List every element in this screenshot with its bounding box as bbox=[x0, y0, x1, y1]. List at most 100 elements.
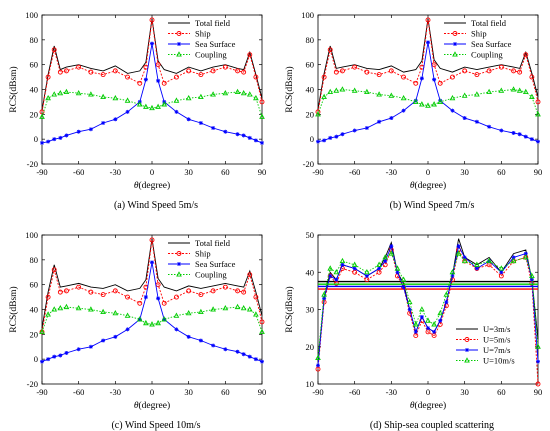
data-point bbox=[57, 89, 64, 96]
data-point bbox=[322, 138, 327, 143]
data-point bbox=[112, 288, 118, 294]
x-axis-label: θ(degree) bbox=[134, 400, 170, 411]
data-point bbox=[334, 134, 339, 139]
x-tick-label: -60 bbox=[73, 387, 84, 397]
data-point bbox=[401, 108, 406, 113]
data-point bbox=[444, 300, 449, 305]
data-point bbox=[223, 347, 228, 352]
data-point bbox=[474, 261, 480, 267]
data-point bbox=[259, 328, 265, 334]
y-tick-label: 60 bbox=[30, 60, 39, 70]
y-axis-label: RCS(dBsm) bbox=[8, 286, 19, 332]
data-point bbox=[340, 132, 345, 137]
data-point bbox=[382, 254, 389, 260]
data-point bbox=[376, 91, 382, 97]
data-point bbox=[149, 104, 155, 111]
data-point bbox=[46, 357, 51, 362]
y-tick-label: 0 bbox=[34, 134, 38, 144]
data-point bbox=[113, 334, 118, 339]
data-point bbox=[431, 101, 437, 107]
data-point bbox=[52, 137, 57, 142]
x-tick-label: -60 bbox=[73, 167, 84, 177]
data-point bbox=[235, 288, 241, 294]
data-point bbox=[241, 69, 247, 75]
data-point bbox=[510, 257, 517, 264]
data-point bbox=[63, 303, 70, 310]
data-point bbox=[156, 78, 161, 83]
data-point bbox=[461, 257, 468, 264]
data-point bbox=[517, 69, 523, 75]
data-point bbox=[432, 77, 437, 82]
data-point bbox=[143, 319, 149, 326]
legend-label: Sea Surface bbox=[195, 259, 236, 269]
data-point bbox=[88, 127, 93, 132]
panel-caption: (c) Wind Speed 10m/s bbox=[111, 420, 200, 431]
data-point bbox=[401, 74, 407, 80]
data-point bbox=[419, 314, 424, 319]
data-point bbox=[113, 117, 118, 122]
x-tick-label: 0 bbox=[426, 387, 430, 397]
data-point bbox=[162, 317, 167, 322]
data-point bbox=[173, 97, 180, 103]
data-point bbox=[316, 363, 320, 368]
data-point bbox=[222, 64, 228, 70]
data-point bbox=[173, 294, 179, 300]
data-point bbox=[529, 272, 535, 279]
data-point bbox=[401, 285, 406, 290]
data-point bbox=[450, 273, 455, 278]
data-point bbox=[465, 348, 469, 352]
y-tick-label: 10 bbox=[306, 379, 315, 389]
y-tick-label: 100 bbox=[301, 10, 314, 20]
y-tick-label: 100 bbox=[25, 10, 38, 20]
legend-label: Ship bbox=[195, 29, 211, 39]
data-point bbox=[150, 41, 154, 46]
data-point bbox=[474, 266, 479, 271]
data-point bbox=[462, 68, 468, 74]
x-tick-label: 30 bbox=[184, 167, 193, 177]
data-point bbox=[259, 319, 265, 325]
data-point bbox=[437, 80, 443, 86]
data-point bbox=[529, 74, 535, 80]
data-point bbox=[333, 69, 339, 75]
data-point bbox=[449, 94, 456, 101]
x-tick-label: 60 bbox=[221, 387, 230, 397]
data-point bbox=[464, 337, 470, 342]
data-point bbox=[453, 42, 457, 46]
x-tick-label: -30 bbox=[386, 167, 397, 177]
data-point bbox=[536, 139, 540, 144]
data-point bbox=[426, 326, 430, 331]
data-point bbox=[137, 300, 143, 306]
data-point bbox=[364, 273, 369, 278]
data-point bbox=[486, 68, 492, 74]
data-point bbox=[149, 237, 155, 243]
data-point bbox=[136, 316, 143, 322]
data-point bbox=[474, 72, 480, 78]
x-axis-label: θ(degree) bbox=[410, 400, 446, 411]
data-point bbox=[149, 321, 155, 327]
data-point bbox=[328, 135, 333, 140]
data-point bbox=[376, 72, 382, 78]
data-point bbox=[412, 321, 419, 327]
data-point bbox=[425, 317, 431, 323]
y-tick-label: 20 bbox=[30, 329, 39, 339]
data-point bbox=[124, 312, 131, 318]
y-tick-label: 80 bbox=[306, 35, 315, 45]
data-point bbox=[455, 250, 462, 256]
series-ship bbox=[39, 237, 265, 335]
data-point bbox=[364, 69, 370, 75]
data-point bbox=[125, 109, 130, 114]
chart-panel-b: -90 -60 -30 0 30 60 90 -20 0 20 40 60 80 100 θ(degree)… bbox=[284, 10, 542, 211]
y-tick-label: 20 bbox=[306, 342, 315, 352]
data-point bbox=[198, 292, 204, 298]
series-total-field bbox=[317, 18, 539, 110]
series-total-field bbox=[41, 18, 263, 111]
data-point bbox=[536, 359, 540, 364]
data-point bbox=[327, 265, 334, 271]
data-point bbox=[419, 101, 425, 107]
data-point bbox=[389, 116, 394, 121]
series-total-field bbox=[41, 238, 263, 329]
data-point bbox=[425, 17, 431, 23]
data-point bbox=[176, 31, 182, 36]
data-point bbox=[498, 87, 505, 93]
